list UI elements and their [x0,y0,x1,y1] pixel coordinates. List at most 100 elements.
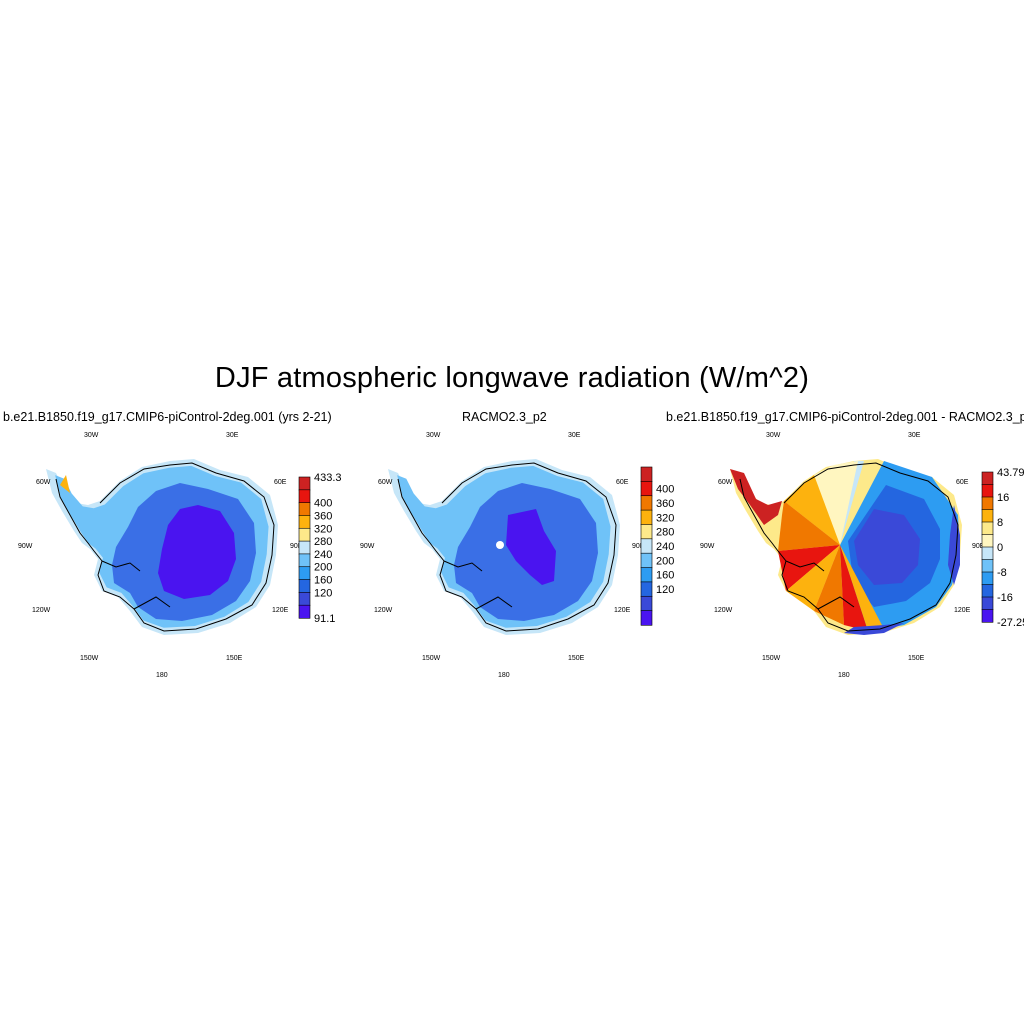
colorbar-label: 43.79 [997,467,1024,479]
colorbar-swatch [298,515,311,529]
colorbar-swatch [640,524,653,540]
colorbar-label: 360 [314,510,332,522]
colorbar-swatch [981,584,994,598]
colorbar-swatch [981,546,994,561]
svg-text:120W: 120W [32,607,51,614]
colorbar-swatch [981,509,994,523]
colorbar-swatch [640,495,653,511]
panel-2-map [388,459,620,635]
svg-text:30W: 30W [84,432,99,439]
svg-text:150W: 150W [422,655,441,662]
svg-text:150E: 150E [568,655,585,662]
colorbar-label: 200 [656,555,674,567]
colorbar-swatch [640,581,653,597]
colorbar-label: -8 [997,567,1007,579]
panel-2-title: RACMO2.3_p2 [462,410,547,424]
colorbar-label: 160 [656,570,674,582]
colorbar-label: 320 [314,523,332,535]
svg-text:90W: 90W [360,543,375,550]
svg-text:30E: 30E [226,432,239,439]
svg-text:30E: 30E [568,432,581,439]
svg-text:90E: 90E [632,543,645,550]
colorbar-swatch [981,609,994,623]
colorbar-swatch [981,471,994,486]
colorbar-label: 16 [997,492,1009,504]
colorbar-swatch [981,496,994,511]
panel-2-colorbar: 400 360 320 280 240 200 160 120 [640,466,674,626]
colorbar-label: 0 [997,542,1003,554]
panel-1-graticule-labels: 30W 30E 60W 60E 90W 90E 120W 120E 150W 1… [18,432,303,679]
colorbar-label: 240 [314,549,332,561]
panel-1-title: b.e21.B1850.f19_g17.CMIP6-piControl-2deg… [3,410,332,424]
colorbar-label: 280 [314,536,332,548]
svg-text:180: 180 [838,672,850,679]
colorbar-swatch [640,481,653,497]
colorbar-label: 240 [656,541,674,553]
panel-1-map [46,459,278,635]
colorbar-swatch [640,595,653,612]
panel-3-colorbar: 43.79 16 8 0 -8 -16 -27.25 [981,467,1024,629]
colorbar-label: -27.25 [997,617,1024,629]
colorbar-label: 120 [656,584,674,596]
colorbar-swatch [981,571,994,586]
colorbar-swatch [298,489,311,504]
svg-text:60E: 60E [956,479,969,486]
svg-text:120E: 120E [954,607,971,614]
colorbar-label: 360 [656,498,674,510]
colorbar-swatch [981,484,994,498]
colorbar-swatch [640,610,653,626]
svg-text:60W: 60W [378,479,393,486]
colorbar-label: -16 [997,592,1013,604]
svg-text:90E: 90E [972,543,985,550]
colorbar-swatch [298,592,311,606]
colorbar-swatch [298,553,311,568]
svg-text:60W: 60W [36,479,51,486]
svg-text:180: 180 [156,672,168,679]
colorbar-label: 320 [656,512,674,524]
svg-text:60E: 60E [616,479,629,486]
svg-text:60E: 60E [274,479,287,486]
svg-text:60W: 60W [718,479,733,486]
svg-text:180: 180 [498,672,510,679]
colorbar-swatch [298,502,311,517]
svg-text:90W: 90W [700,543,715,550]
colorbar-label: 280 [656,527,674,539]
colorbar-swatch [640,466,653,482]
svg-text:120W: 120W [374,607,393,614]
colorbar-swatch [298,540,311,555]
svg-text:150E: 150E [908,655,925,662]
panel-3-map [730,459,962,635]
colorbar-swatch [298,579,311,593]
colorbar-label: 400 [314,498,332,510]
svg-text:150W: 150W [762,655,781,662]
svg-text:30W: 30W [766,432,781,439]
colorbar-swatch [981,521,994,536]
svg-text:120E: 120E [614,607,631,614]
colorbar-swatch [981,596,994,611]
colorbar-swatch [298,566,311,581]
colorbar-swatch [298,476,311,491]
colorbar-swatch [981,534,994,548]
colorbar-swatch [298,527,311,542]
colorbar-label: 91.1 [314,613,335,625]
svg-text:150E: 150E [226,655,243,662]
colorbar-swatch [298,604,311,619]
colorbar-swatch [640,552,653,569]
svg-text:30E: 30E [908,432,921,439]
colorbar-swatch [640,567,653,583]
panel-3-title: b.e21.B1850.f19_g17.CMIP6-piControl-2deg… [666,410,1024,424]
svg-text:30W: 30W [426,432,441,439]
colorbar-label: 400 [656,484,674,496]
colorbar-label: 8 [997,517,1003,529]
panel-3-graticule-labels: 30W 30E 60W 60E 90W 90E 120W 120E 150W 1… [700,432,985,679]
colorbar-label: 200 [314,562,332,574]
colorbar-label: 120 [314,587,332,599]
colorbar-swatch [640,509,653,526]
colorbar-label: 433.3 [314,472,342,484]
colorbar-swatch [640,538,653,554]
svg-text:120E: 120E [272,607,289,614]
colorbar-label: 160 [314,575,332,587]
svg-text:150W: 150W [80,655,99,662]
